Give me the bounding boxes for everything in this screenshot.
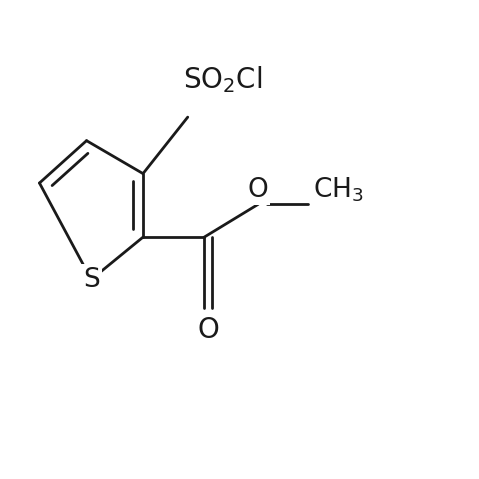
Text: O: O [197,316,219,344]
Text: CH$_3$: CH$_3$ [313,176,364,205]
Text: S: S [83,266,100,293]
Text: O: O [248,177,269,203]
Text: SO$_2$Cl: SO$_2$Cl [183,64,262,95]
